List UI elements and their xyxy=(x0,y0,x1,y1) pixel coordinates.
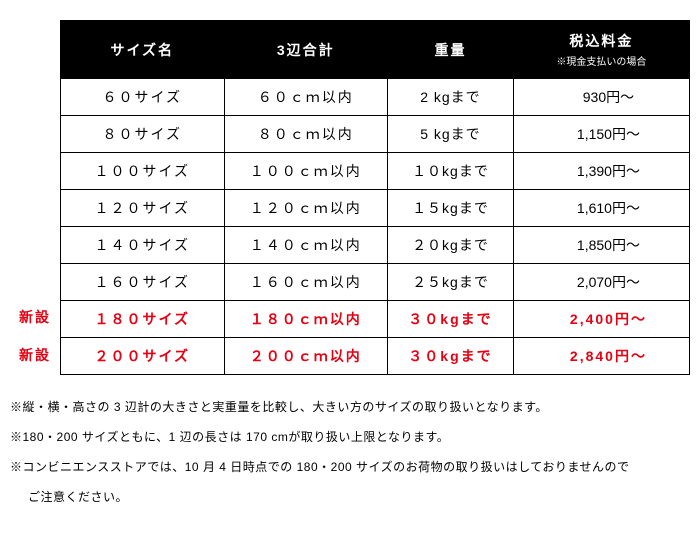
cell-dim: １００ｃｍ以内 xyxy=(224,153,388,190)
cell-size: １４０サイズ xyxy=(61,227,225,264)
table-row: ２００サイズ２００ｃｍ以内３０kgまで2,840円～ xyxy=(61,338,690,375)
new-badge xyxy=(10,108,60,146)
cell-price: 2,840円～ xyxy=(513,338,689,375)
header-price: 税込料金 ※現金支払いの場合 xyxy=(513,21,689,79)
cell-dim: １８０ｃｍ以内 xyxy=(224,301,388,338)
header-price-sub: ※現金支払いの場合 xyxy=(520,53,683,68)
new-badge xyxy=(10,184,60,222)
cell-size: ２００サイズ xyxy=(61,338,225,375)
cell-weight: ３０kgまで xyxy=(388,301,514,338)
cell-price: 1,850円～ xyxy=(513,227,689,264)
table-row: ８０サイズ８０ｃｍ以内5 kgまで1,150円～ xyxy=(61,116,690,153)
cell-size: ８０サイズ xyxy=(61,116,225,153)
new-badge: 新設 xyxy=(10,298,60,336)
note-3b: ご注意ください。 xyxy=(10,485,690,509)
header-price-main: 税込料金 xyxy=(569,33,633,49)
table-wrap: 新設新設 サイズ名 3辺合計 重量 税込料金 ※現金支払いの場合 ６０サイズ６０… xyxy=(10,20,690,375)
cell-size: １２０サイズ xyxy=(61,190,225,227)
new-badge-column: 新設新設 xyxy=(10,20,60,374)
cell-weight: 5 kgまで xyxy=(388,116,514,153)
cell-size: １６０サイズ xyxy=(61,264,225,301)
footnotes: ※縦・横・高さの 3 辺計の大きさと実重量を比較し、大きい方のサイズの取り扱いと… xyxy=(10,395,690,509)
table-row: １６０サイズ１６０ｃｍ以内２５kgまで2,070円～ xyxy=(61,264,690,301)
new-badge: 新設 xyxy=(10,336,60,374)
cell-price: 1,390円～ xyxy=(513,153,689,190)
cell-dim: １４０ｃｍ以内 xyxy=(224,227,388,264)
cell-size: １８０サイズ xyxy=(61,301,225,338)
cell-size: ６０サイズ xyxy=(61,79,225,116)
header-dim: 3辺合計 xyxy=(224,21,388,79)
header-weight: 重量 xyxy=(388,21,514,79)
new-badge xyxy=(10,146,60,184)
cell-weight: １５kgまで xyxy=(388,190,514,227)
note-2: ※180・200 サイズともに、1 辺の長さは 170 cmが取り扱い上限となり… xyxy=(10,425,690,449)
new-badge xyxy=(10,260,60,298)
cell-price: 2,070円～ xyxy=(513,264,689,301)
cell-weight: ２５kgまで xyxy=(388,264,514,301)
cell-dim: ６０ｃｍ以内 xyxy=(224,79,388,116)
cell-dim: ８０ｃｍ以内 xyxy=(224,116,388,153)
table-row: １２０サイズ１２０ｃｍ以内１５kgまで1,610円～ xyxy=(61,190,690,227)
header-size: サイズ名 xyxy=(61,21,225,79)
cell-dim: ２００ｃｍ以内 xyxy=(224,338,388,375)
table-row: １４０サイズ１４０ｃｍ以内２０kgまで1,850円～ xyxy=(61,227,690,264)
cell-dim: １６０ｃｍ以内 xyxy=(224,264,388,301)
table-row: １８０サイズ１８０ｃｍ以内３０kgまで2,400円～ xyxy=(61,301,690,338)
table-row: ６０サイズ６０ｃｍ以内2 kgまで930円～ xyxy=(61,79,690,116)
note-3a: ※コンビニエンスストアでは、10 月 4 日時点での 180・200 サイズのお… xyxy=(10,455,690,479)
cell-price: 1,610円～ xyxy=(513,190,689,227)
cell-price: 930円～ xyxy=(513,79,689,116)
cell-price: 2,400円～ xyxy=(513,301,689,338)
cell-weight: １０kgまで xyxy=(388,153,514,190)
table-row: １００サイズ１００ｃｍ以内１０kgまで1,390円～ xyxy=(61,153,690,190)
cell-price: 1,150円～ xyxy=(513,116,689,153)
shipping-price-table: サイズ名 3辺合計 重量 税込料金 ※現金支払いの場合 ６０サイズ６０ｃｍ以内2… xyxy=(60,20,690,375)
cell-weight: 2 kgまで xyxy=(388,79,514,116)
cell-dim: １２０ｃｍ以内 xyxy=(224,190,388,227)
new-badge xyxy=(10,70,60,108)
cell-weight: ２０kgまで xyxy=(388,227,514,264)
note-1: ※縦・横・高さの 3 辺計の大きさと実重量を比較し、大きい方のサイズの取り扱いと… xyxy=(10,395,690,419)
header-row: サイズ名 3辺合計 重量 税込料金 ※現金支払いの場合 xyxy=(61,21,690,79)
new-badge xyxy=(10,222,60,260)
cell-weight: ３０kgまで xyxy=(388,338,514,375)
table-body: ６０サイズ６０ｃｍ以内2 kgまで930円～８０サイズ８０ｃｍ以内5 kgまで1… xyxy=(61,79,690,375)
cell-size: １００サイズ xyxy=(61,153,225,190)
